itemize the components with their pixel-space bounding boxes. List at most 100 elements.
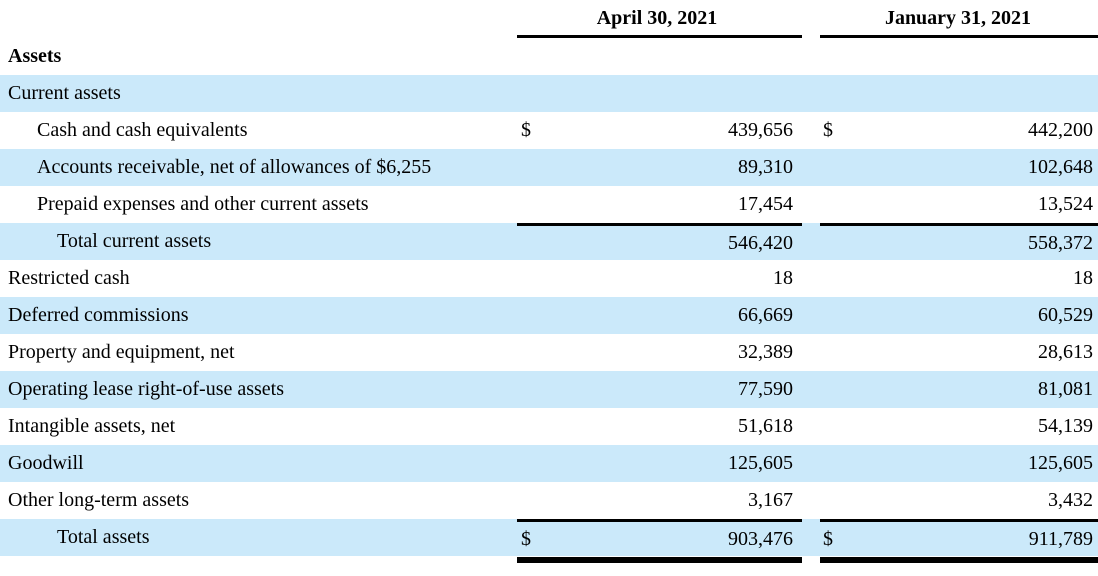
amount-value: 32,389	[738, 341, 793, 363]
column-gap	[802, 75, 820, 112]
value-cell: $442,200	[820, 112, 1098, 149]
double-rule-april	[517, 557, 802, 563]
value-cell: 66,669	[517, 297, 802, 334]
value-cell: $911,789	[820, 519, 1098, 556]
amount-value: 66,669	[738, 304, 793, 326]
amount-value: 125,605	[728, 452, 793, 474]
value-cell: 3,167	[517, 482, 802, 519]
column-gap	[802, 445, 820, 482]
column-header-january-31-2021: January 31, 2021	[820, 4, 1098, 38]
row-label: Property and equipment, net	[8, 341, 235, 363]
table-row: Property and equipment, net 32,389 28,613	[0, 334, 1098, 371]
header-label-spacer	[0, 4, 517, 38]
column-header-text: April 30, 2021	[596, 7, 718, 29]
value-cell: 546,420	[517, 223, 802, 260]
amount-value: 18	[1073, 267, 1093, 289]
value-cell: 17,454	[517, 186, 802, 223]
column-gap	[802, 4, 820, 38]
amount-value: 17,454	[738, 193, 793, 215]
row-label: Prepaid expenses and other current asset…	[37, 193, 369, 215]
row-label: Total current assets	[57, 230, 212, 252]
amount-value: 28,613	[1038, 341, 1093, 363]
table-row: Current assets	[0, 75, 1098, 112]
amount-value: 102,648	[1028, 156, 1093, 178]
row-label: Assets	[8, 45, 62, 67]
value-cell: 89,310	[517, 149, 802, 186]
column-gap	[802, 186, 820, 223]
value-cell: 60,529	[820, 297, 1098, 334]
row-label: Other long-term assets	[8, 489, 190, 511]
double-rule-january	[820, 557, 1098, 563]
column-gap	[802, 519, 820, 556]
table-row: Prepaid expenses and other current asset…	[0, 186, 1098, 223]
row-label: Total assets	[57, 526, 150, 548]
column-gap	[802, 112, 820, 149]
table-row: Other long-term assets 3,167 3,432	[0, 482, 1098, 519]
value-cell: 18	[517, 260, 802, 297]
value-cell: $903,476	[517, 519, 802, 556]
amount-value: 3,167	[748, 489, 793, 511]
table-row: Goodwill 125,605 125,605	[0, 445, 1098, 482]
amount-value: 60,529	[1038, 304, 1093, 326]
row-label: Cash and cash equivalents	[37, 119, 248, 141]
amount-value: 558,372	[1028, 231, 1093, 254]
column-gap	[802, 556, 820, 568]
value-cell: 102,648	[820, 149, 1098, 186]
row-label: Restricted cash	[8, 267, 130, 289]
column-gap	[802, 260, 820, 297]
amount-value: 81,081	[1038, 378, 1093, 400]
amount-value: 18	[773, 267, 793, 289]
value-cell: 54,139	[820, 408, 1098, 445]
value-cell: 3,432	[820, 482, 1098, 519]
table-row: Total assets $903,476 $911,789	[0, 519, 1098, 556]
table-row: Deferred commissions 66,669 60,529	[0, 297, 1098, 334]
value-cell: 13,524	[820, 186, 1098, 223]
value-cell: 51,618	[517, 408, 802, 445]
dollar-sign: $	[823, 527, 833, 550]
row-label: Goodwill	[8, 452, 84, 474]
table-row: Restricted cash 18 18	[0, 260, 1098, 297]
value-cell: 81,081	[820, 371, 1098, 408]
amount-value: 3,432	[1048, 489, 1093, 511]
amount-value: 89,310	[738, 156, 793, 178]
amount-value: 903,476	[728, 527, 793, 550]
amount-value: 911,789	[1028, 527, 1093, 550]
row-label: Deferred commissions	[8, 304, 189, 326]
value-cell: 28,613	[820, 334, 1098, 371]
column-gap	[802, 223, 820, 260]
column-header-text: January 31, 2021	[884, 7, 1032, 29]
column-header-april-30-2021: April 30, 2021	[517, 4, 802, 38]
amount-value: 77,590	[738, 378, 793, 400]
table-row: Intangible assets, net 51,618 54,139	[0, 408, 1098, 445]
value-cell: 125,605	[517, 445, 802, 482]
row-label: Intangible assets, net	[8, 415, 176, 437]
value-cell: $439,656	[517, 112, 802, 149]
value-cell	[820, 38, 1098, 75]
column-gap	[802, 482, 820, 519]
table-row: Cash and cash equivalents $439,656 $442,20…	[0, 112, 1098, 149]
table-row: Assets	[0, 38, 1098, 75]
rule-label-spacer	[0, 556, 517, 568]
amount-value: 54,139	[1038, 415, 1093, 437]
column-gap	[802, 38, 820, 75]
value-cell	[517, 75, 802, 112]
amount-value: 13,524	[1038, 193, 1093, 215]
column-gap	[802, 297, 820, 334]
row-label: Current assets	[8, 82, 121, 104]
amount-value: 439,656	[728, 119, 793, 141]
table-body: Assets Current assets Cash and cash equiva…	[0, 38, 1098, 556]
amount-value: 125,605	[1028, 452, 1093, 474]
value-cell: 125,605	[820, 445, 1098, 482]
table-row: Total current assets 546,420 558,372	[0, 223, 1098, 260]
column-gap	[802, 334, 820, 371]
dollar-sign: $	[521, 119, 531, 141]
column-gap	[802, 371, 820, 408]
value-cell: 18	[820, 260, 1098, 297]
value-cell: 32,389	[517, 334, 802, 371]
value-cell: 558,372	[820, 223, 1098, 260]
column-gap	[802, 408, 820, 445]
column-gap	[802, 149, 820, 186]
table-row: Accounts receivable, net of allowances o…	[0, 149, 1098, 186]
row-label: Accounts receivable, net of allowances o…	[37, 156, 432, 178]
